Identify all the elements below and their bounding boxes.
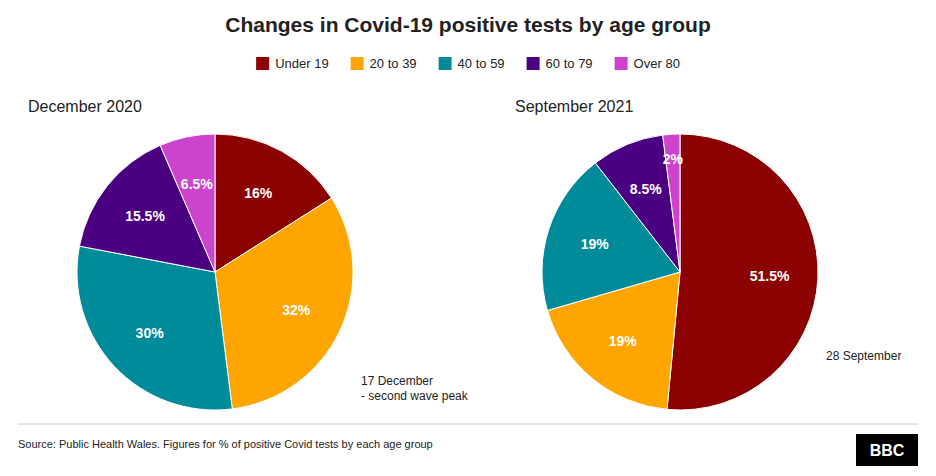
chart-svg: Changes in Covid-19 positive tests by ag… [0, 0, 936, 476]
pie [77, 134, 353, 410]
legend-item: Under 19 [256, 56, 328, 71]
legend-label: 60 to 79 [546, 56, 593, 71]
annotation-line: 17 December [361, 374, 433, 388]
data-label: 51.5% [750, 268, 790, 284]
legend-swatch [615, 57, 628, 70]
data-label: 2% [663, 151, 684, 167]
legend-label: 40 to 59 [458, 56, 505, 71]
annotation: 28 September [826, 349, 901, 363]
legend-item: Over 80 [615, 56, 680, 71]
data-label: 30% [136, 325, 165, 341]
source-note: Source: Public Health Wales. Figures for… [18, 438, 433, 450]
pie-slice [160, 134, 215, 272]
pie-slice [215, 198, 353, 409]
pie-slice [667, 134, 818, 410]
data-label: 19% [581, 236, 610, 252]
data-label: 6.5% [181, 176, 213, 192]
legend-label: 20 to 39 [370, 56, 417, 71]
separator [18, 424, 918, 425]
pie [542, 134, 818, 410]
legend-swatch [527, 57, 540, 70]
chart-container: Changes in Covid-19 positive tests by ag… [0, 0, 936, 476]
pie-subtitle: September 2021 [515, 98, 633, 115]
legend-item: 40 to 59 [439, 56, 505, 71]
data-label: 32% [282, 302, 311, 318]
data-label: 8.5% [630, 181, 662, 197]
legend-label: Under 19 [275, 56, 328, 71]
data-label: 15.5% [125, 208, 165, 224]
legend-swatch [256, 57, 269, 70]
data-label: 19% [609, 333, 638, 349]
annotation: 17 December- second wave peak [361, 374, 469, 403]
annotation-line: - second wave peak [361, 389, 469, 403]
legend-swatch [439, 57, 452, 70]
pie-subtitle: December 2020 [28, 98, 142, 115]
logo-box [856, 434, 918, 466]
legend: Under 19 20 to 39 40 to 59 60 to 79 Over 80 [256, 56, 680, 71]
legend-item: 60 to 79 [527, 56, 593, 71]
chart-title: Changes in Covid-19 positive tests by ag… [225, 13, 710, 36]
data-label: 16% [244, 185, 273, 201]
legend-swatch [351, 57, 364, 70]
legend-item: 20 to 39 [351, 56, 417, 71]
logo-text: BBC [870, 442, 905, 459]
annotation-line: 28 September [826, 349, 901, 363]
legend-label: Over 80 [634, 56, 680, 71]
